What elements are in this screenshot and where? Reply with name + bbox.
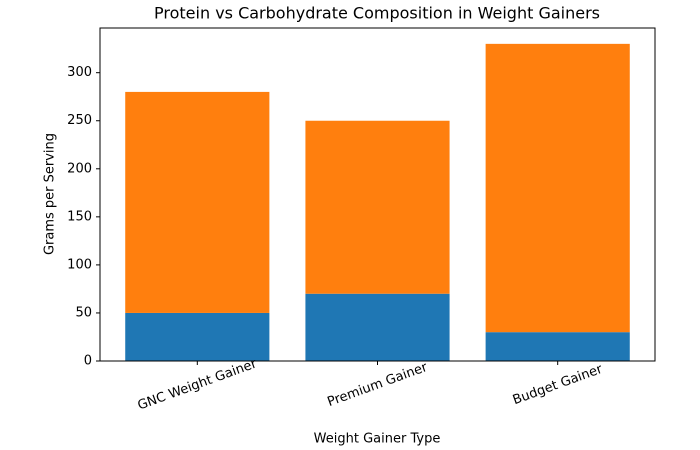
y-tick-label: 150 <box>67 209 92 224</box>
y-axis-label: Grams per Serving <box>43 133 58 255</box>
bar-segment <box>305 293 450 361</box>
y-tick-label: 0 <box>84 354 92 369</box>
y-tick-label: 50 <box>75 305 92 320</box>
bar-segment <box>485 332 630 361</box>
bar-segment <box>485 43 630 333</box>
x-tick-label: Premium Gainer <box>325 360 430 410</box>
chart-title: Protein vs Carbohydrate Composition in W… <box>154 4 600 23</box>
x-axis-label: Weight Gainer Type <box>314 432 441 447</box>
bar-segment <box>125 312 270 361</box>
bar-segment <box>125 91 270 313</box>
y-tick-label: 200 <box>67 161 92 176</box>
bar-segment <box>305 120 450 294</box>
plot-frame <box>99 27 656 362</box>
x-tick-label: Budget Gainer <box>511 362 605 409</box>
y-tick-label: 100 <box>67 257 92 272</box>
y-tick-label: 300 <box>67 65 92 80</box>
y-tick-label: 250 <box>67 113 92 128</box>
